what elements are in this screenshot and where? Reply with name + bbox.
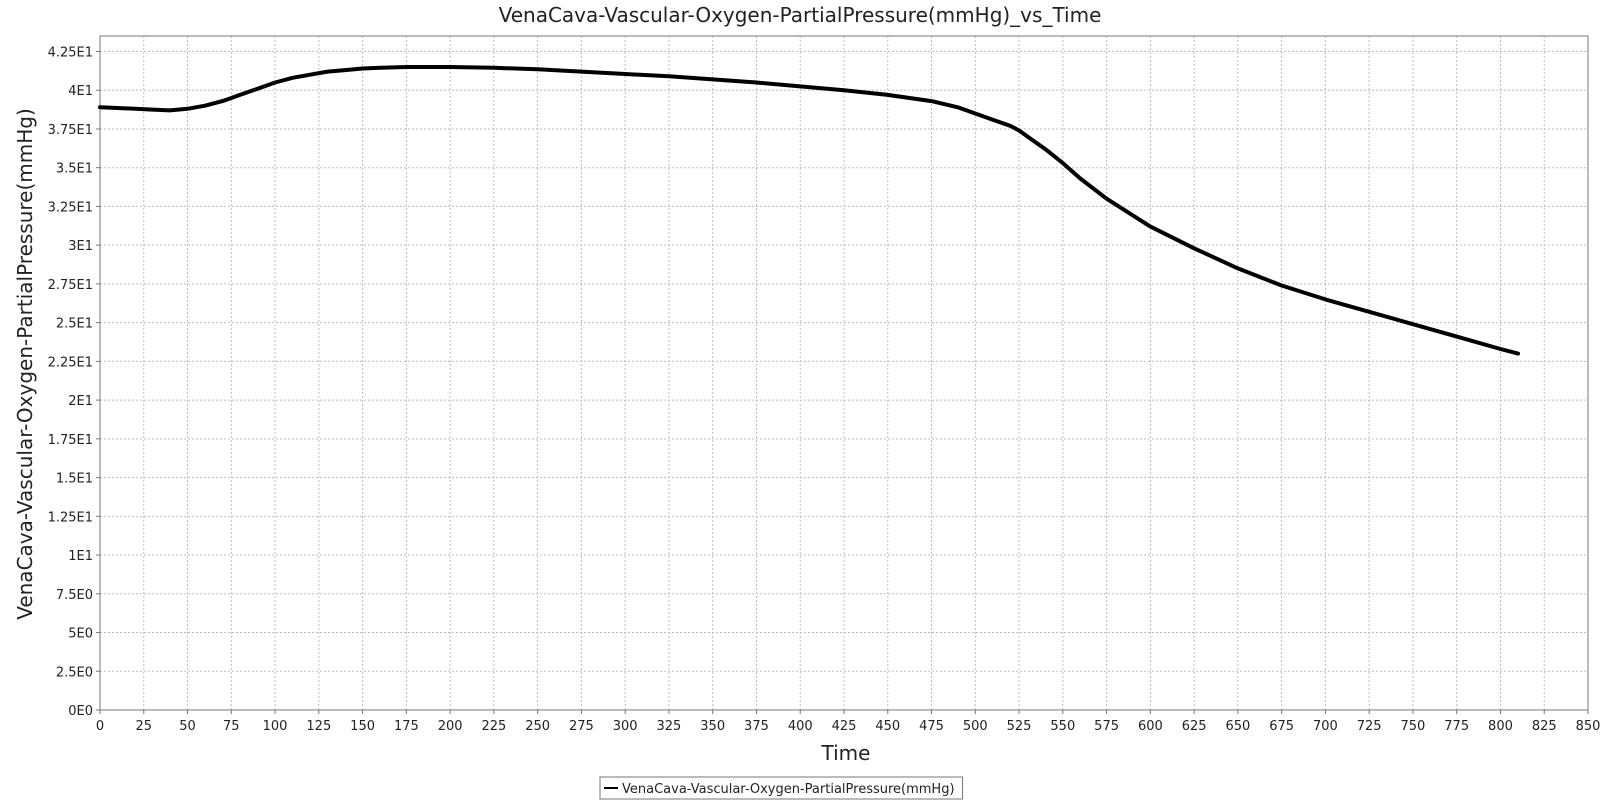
y-tick-label: 3.5E1 [56,162,93,177]
series-line [98,65,1520,356]
x-tick-label: 375 [744,719,769,734]
x-tick-label: 500 [963,719,988,734]
y-tick-label: 2.25E1 [48,355,93,370]
x-tick-label: 325 [657,719,682,734]
x-tick-label: 125 [306,719,331,734]
x-tick-label: 550 [1050,719,1075,734]
x-tick-label: 775 [1444,719,1469,734]
y-tick-label: 2.5E0 [56,665,93,680]
y-tick-label: 1.25E1 [48,510,93,525]
y-tick-label: 3.75E1 [48,123,93,138]
x-tick-label: 700 [1313,719,1338,734]
y-tick-label: 2.75E1 [48,278,93,293]
y-tick-label: 7.5E0 [56,588,93,603]
x-tick-label: 425 [832,719,857,734]
x-tick-label: 575 [1094,719,1119,734]
x-axis-label: Time [821,741,871,765]
x-tick-label: 525 [1007,719,1032,734]
x-tick-label: 25 [135,719,152,734]
y-tick-label: 0E0 [68,704,93,719]
x-tick-label: 100 [263,719,288,734]
legend-box [599,776,964,800]
x-tick-label: 475 [919,719,944,734]
y-axis: 0E0 2.5E0 5E0 7.5E0 1E1 1.25E1 1.5E1 1.75E1 2E1 2… [48,45,100,719]
x-tick-label: 225 [481,719,506,734]
x-tick-label: 350 [700,719,725,734]
x-tick-label: 800 [1488,719,1513,734]
x-tick-label: 675 [1269,719,1294,734]
x-tick-label: 175 [394,719,419,734]
x-tick-label: 450 [875,719,900,734]
x-tick-label: 50 [179,719,196,734]
x-tick-label: 750 [1401,719,1426,734]
x-tick-label: 300 [613,719,638,734]
legend: VenaCava-Vascular-Oxygen-PartialPressure… [599,776,964,800]
y-axis-label: VenaCava-Vascular-Oxygen-PartialPressure… [13,108,37,620]
x-tick-label: 0 [96,719,104,734]
y-tick-label: 4.25E1 [48,45,93,60]
y-tick-label: 2.5E1 [56,317,93,332]
y-tick-label: 3.25E1 [48,200,93,215]
x-tick-label: 150 [350,719,375,734]
y-tick-label: 1.75E1 [48,433,93,448]
y-tick-label: 1.5E1 [56,472,93,487]
y-tick-label: 2E1 [68,394,93,409]
y-tick-label: 1E1 [68,549,93,564]
series-layer [98,65,1520,356]
x-tick-label: 650 [1225,719,1250,734]
x-tick-label: 75 [223,719,240,734]
x-tick-label: 850 [1576,719,1600,734]
x-axis: 0 25 50 75 100 125 150 175 200 225 250 275 300 325 350… [96,710,1600,734]
x-tick-label: 725 [1357,719,1382,734]
y-tick-label: 4E1 [68,84,93,99]
y-tick-label: 3E1 [68,239,93,254]
x-tick-label: 400 [788,719,813,734]
x-tick-label: 825 [1532,719,1557,734]
legend-entry-label: VenaCava-Vascular-Oxygen-PartialPressure… [622,782,955,797]
chart-title: VenaCava-Vascular-Oxygen-PartialPressure… [499,3,1102,27]
x-tick-label: 600 [1138,719,1163,734]
x-tick-label: 275 [569,719,594,734]
x-tick-label: 625 [1182,719,1207,734]
x-tick-label: 250 [525,719,550,734]
y-tick-label: 5E0 [68,627,93,642]
x-tick-label: 200 [438,719,463,734]
